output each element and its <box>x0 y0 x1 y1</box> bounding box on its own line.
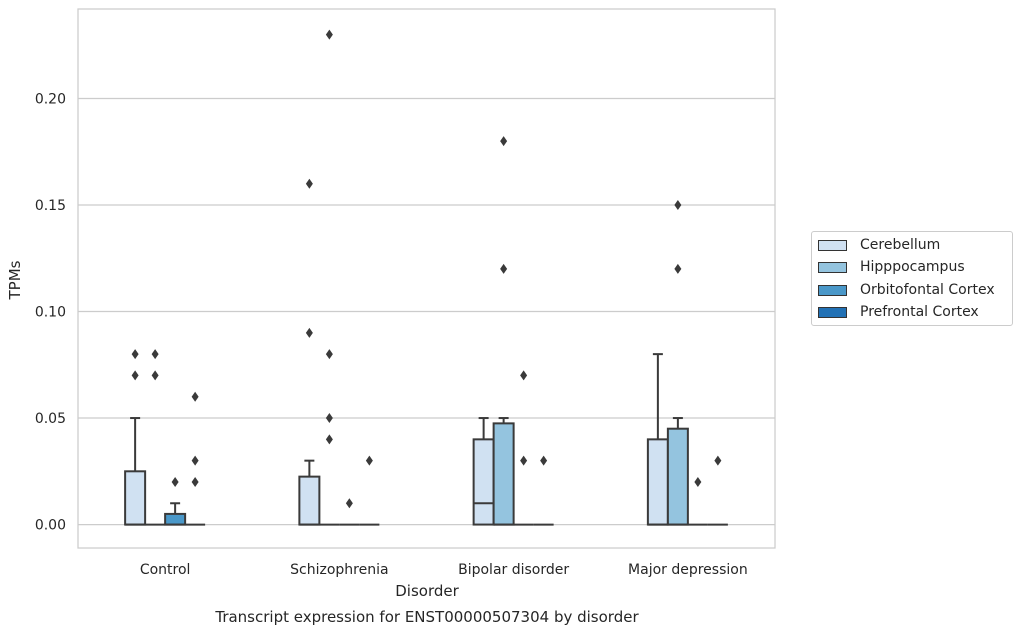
outlier-point <box>674 200 682 210</box>
box-2-0 <box>164 502 187 526</box>
outlier-point <box>694 476 702 487</box>
outlier-point <box>325 29 333 40</box>
legend-label: Hipppocampus <box>860 259 965 275</box>
legend-label: Orbitofontal Cortex <box>860 282 995 298</box>
outlier-point <box>171 476 179 487</box>
outlier-point <box>365 455 373 466</box>
outlier-point <box>131 370 139 381</box>
x-tick-label: Schizophrenia <box>290 562 388 578</box>
box <box>646 438 669 526</box>
box <box>492 422 515 526</box>
outlier-point <box>674 263 682 274</box>
box-0-1 <box>298 459 321 526</box>
x-tick-label: Major depression <box>628 562 748 578</box>
outlier-point <box>345 498 353 509</box>
x-tick-labels: Control Schizophrenia Bipolar disorder Majo… <box>140 562 748 578</box>
outlier-point <box>191 455 199 466</box>
outlier-point <box>325 434 333 445</box>
legend-item-prefrontal-cortex: Prefrontal Cortex <box>818 302 979 322</box>
box-1-2 <box>492 417 515 526</box>
legend-label: Cerebellum <box>860 237 941 253</box>
outlier-point <box>305 178 313 189</box>
outlier-point <box>305 327 313 338</box>
box <box>124 470 147 526</box>
outlier-point <box>131 349 139 360</box>
outlier-point <box>500 136 508 147</box>
legend-swatch-prefrontal-cortex <box>818 306 847 318</box>
outlier-point <box>520 370 528 381</box>
legend: Cerebellum Hipppocampus Orbitofontal Cor… <box>811 231 1013 326</box>
box-0-0 <box>124 417 147 526</box>
box-0-2 <box>472 417 495 526</box>
plot-frame <box>77 8 776 549</box>
legend-label: Prefrontal Cortex <box>860 304 979 320</box>
legend-item-hippocampus: Hipppocampus <box>818 257 965 277</box>
outlier-point <box>520 455 528 466</box>
legend-item-orbitofrontal-cortex: Orbitofontal Cortex <box>818 280 995 300</box>
legend-swatch-hippocampus <box>818 261 847 273</box>
y-tick-label: 0.20 <box>35 91 66 107</box>
x-tick-label: Control <box>140 562 191 578</box>
box <box>164 512 187 526</box>
box <box>298 475 321 526</box>
outlier-point <box>151 370 159 381</box>
box-0-3 <box>646 353 669 526</box>
chart-caption: Transcript expression for ENST0000050730… <box>214 608 639 626</box>
outlier-point <box>540 455 548 466</box>
y-tick-label: 0.10 <box>35 305 66 321</box>
y-tick-labels: 0.00 0.05 0.10 0.15 0.20 <box>35 91 66 533</box>
y-tick-label: 0.00 <box>35 518 66 534</box>
outlier-point <box>500 263 508 274</box>
outlier-point <box>191 476 199 487</box>
legend-item-cerebellum: Cerebellum <box>818 235 940 255</box>
box-1-3 <box>666 417 689 526</box>
outlier-point <box>151 349 159 360</box>
box <box>666 427 689 526</box>
outlier-points <box>131 29 722 509</box>
x-axis-label: Disorder <box>395 582 459 600</box>
x-tick-label: Bipolar disorder <box>458 562 569 578</box>
y-axis-label: TPMs <box>6 260 24 300</box>
box-plots <box>124 353 728 526</box>
outlier-point <box>191 391 199 402</box>
y-tick-label: 0.15 <box>35 198 66 214</box>
outlier-point <box>325 349 333 360</box>
legend-swatch-orbitofrontal-cortex <box>818 284 847 296</box>
outlier-point <box>325 413 333 424</box>
box <box>472 438 495 526</box>
legend-swatch-cerebellum <box>818 239 847 251</box>
y-tick-label: 0.05 <box>35 411 66 427</box>
outlier-point <box>714 455 722 466</box>
